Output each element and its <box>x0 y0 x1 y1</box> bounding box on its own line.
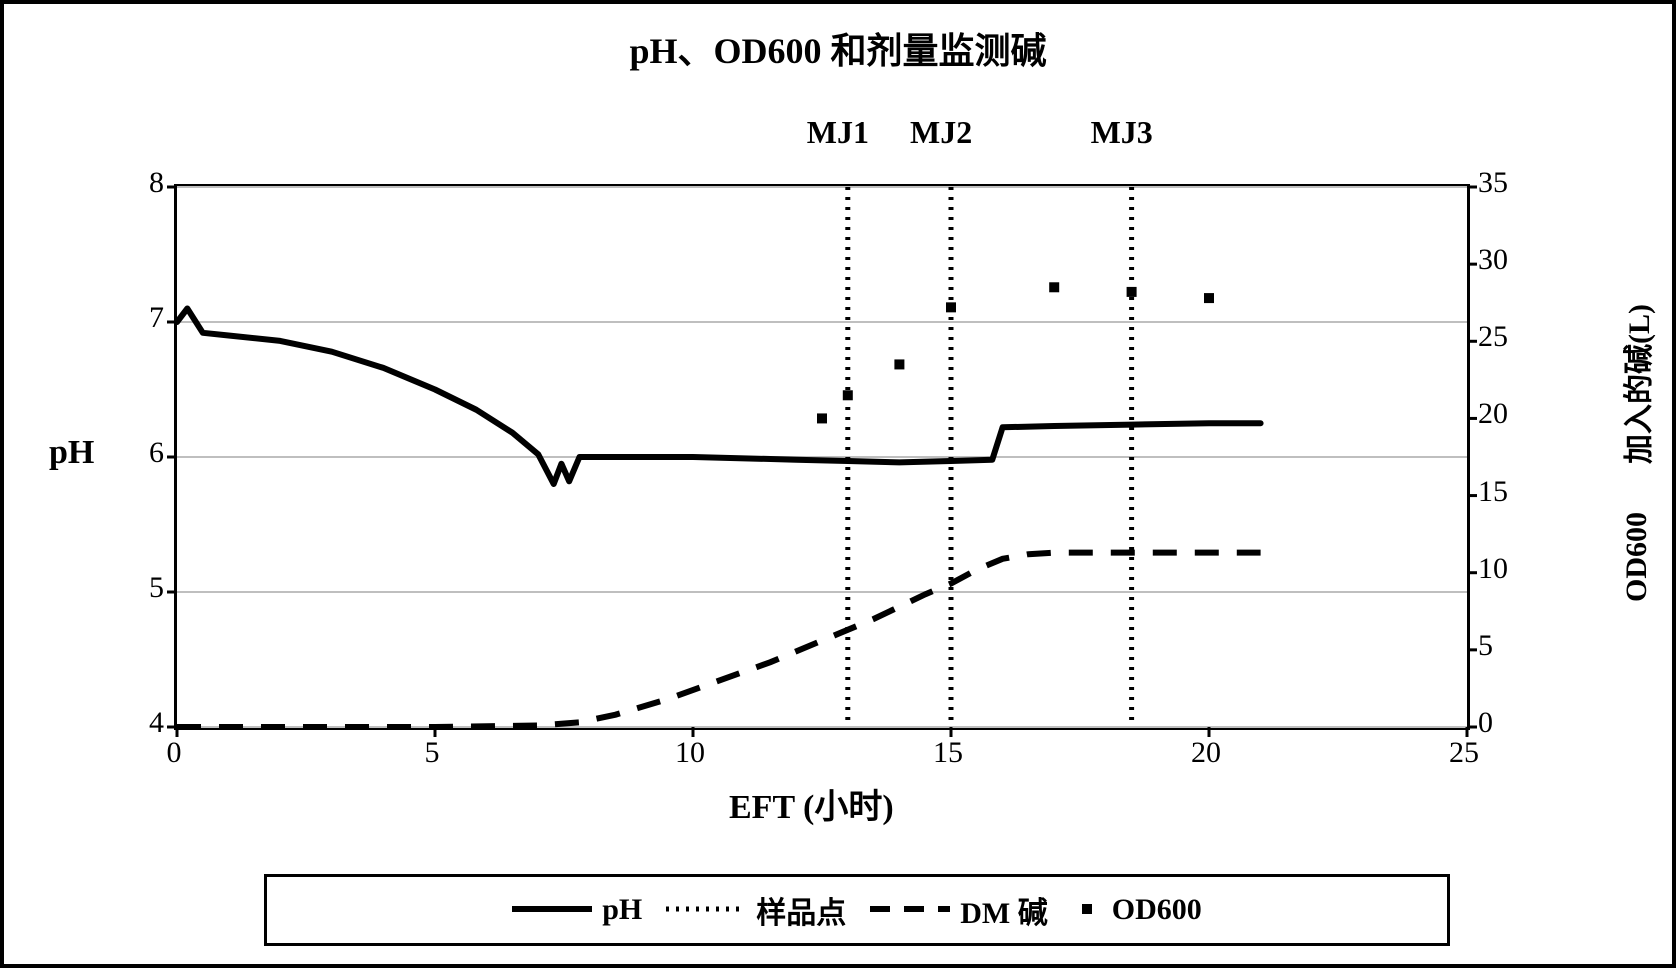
y-right-tick: 20 <box>1478 397 1508 431</box>
x-tick: 5 <box>412 736 452 770</box>
legend-label: pH <box>602 893 642 927</box>
y-left-tick: 8 <box>124 166 164 200</box>
y-axis-right-label-top: 加入的碱(L) <box>1614 304 1658 464</box>
legend-swatch-DM <box>870 893 950 927</box>
chart-svg <box>177 187 1467 727</box>
legend-label: OD600 <box>1112 893 1202 927</box>
legend: pH 样品点 DM 碱 OD600 <box>264 874 1450 946</box>
legend-swatch-OD600 <box>1072 893 1102 927</box>
y-right-tick: 0 <box>1478 706 1493 740</box>
sample-marker-label: MJ3 <box>1091 114 1153 151</box>
x-tick: 10 <box>670 736 710 770</box>
legend-swatch-pH <box>512 893 592 927</box>
figure-outer: pH、OD600 和剂量监测碱 MJ1 MJ2 MJ3 pH 加入的碱(L) OD6… <box>0 0 1676 968</box>
y-left-tick: 7 <box>124 301 164 335</box>
sample-marker-label: MJ1 <box>807 114 869 151</box>
sample-marker-label: MJ2 <box>910 114 972 151</box>
legend-swatch-sample <box>666 893 746 927</box>
y-right-tick: 35 <box>1478 166 1508 200</box>
legend-item-OD600: OD600 <box>1072 893 1202 927</box>
legend-item-pH: pH <box>512 893 642 927</box>
chart-title: pH、OD600 和剂量监测碱 <box>4 22 1672 74</box>
legend-label: DM 碱 <box>960 888 1047 932</box>
y-left-tick: 6 <box>124 436 164 470</box>
legend-item-DM: DM 碱 <box>870 888 1047 932</box>
y-left-tick: 4 <box>124 706 164 740</box>
x-tick: 25 <box>1444 736 1484 770</box>
legend-label: 样品点 <box>756 888 846 932</box>
y-axis-left-label: pH <box>49 434 94 472</box>
x-tick: 15 <box>928 736 968 770</box>
y-right-tick: 15 <box>1478 475 1508 509</box>
y-right-tick: 10 <box>1478 552 1508 586</box>
legend-item-sample: 样品点 <box>666 888 846 932</box>
plot-area <box>174 184 1470 730</box>
y-left-tick: 5 <box>124 571 164 605</box>
x-tick: 0 <box>154 736 194 770</box>
x-tick: 20 <box>1186 736 1226 770</box>
y-right-tick: 5 <box>1478 629 1493 663</box>
x-axis-label: EFT (小时) <box>729 779 894 828</box>
y-right-tick: 30 <box>1478 243 1508 277</box>
y-axis-right-label-bottom: OD600 <box>1620 512 1654 602</box>
y-right-tick: 25 <box>1478 320 1508 354</box>
